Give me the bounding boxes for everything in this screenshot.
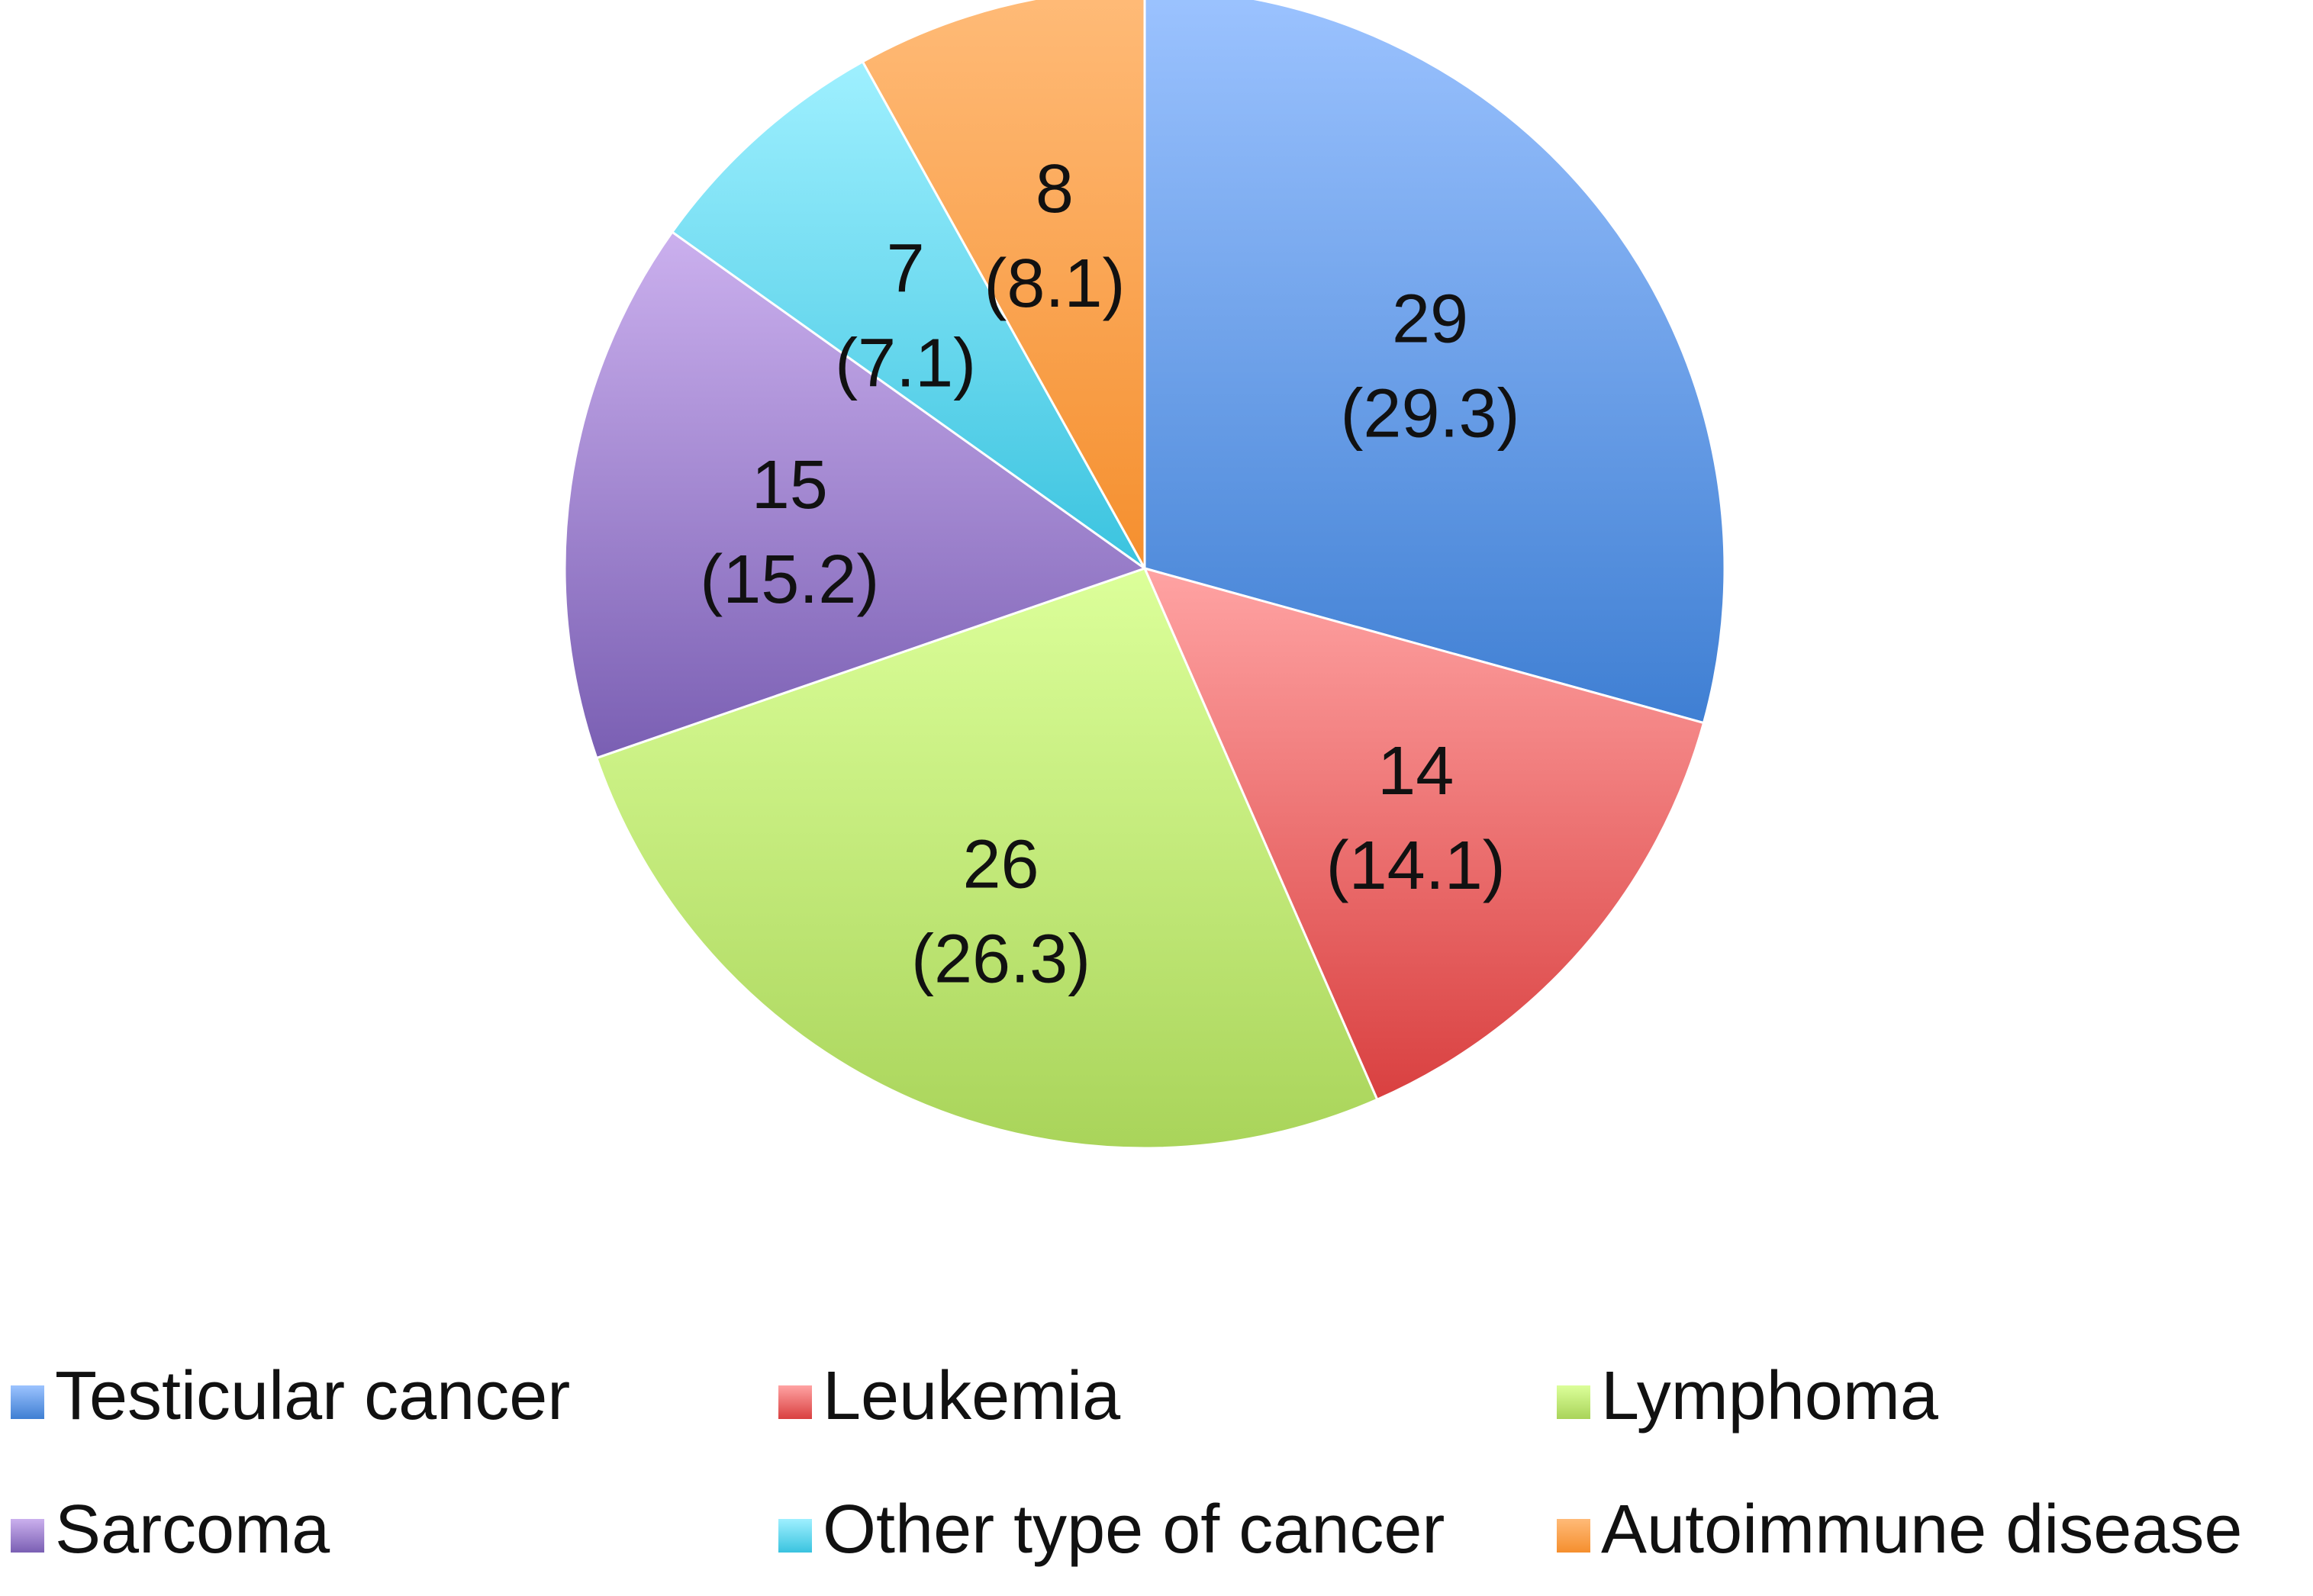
pie-slice-leukemia: [1142, 566, 1706, 1102]
legend-swatch-lymphoma: [1557, 1385, 1590, 1419]
legend-item-testicular-cancer: Testicular cancer: [11, 1358, 570, 1434]
legend-swatch-autoimmune-disease: [1557, 1519, 1590, 1553]
slice-percent-label-leukemia: (14.1): [1326, 828, 1506, 904]
legend-swatch-leukemia: [778, 1385, 812, 1419]
legend-item-other-type-of-cancer: Other type of cancer: [778, 1491, 1445, 1568]
slice-percent-label-autoimmune-disease: (8.1): [984, 246, 1125, 322]
slice-labels: 29 (29.3) 14 (14.1) 26 (26.3) 15 (15.2) 7 (7.1) 8 (…: [700, 151, 1519, 998]
legend-item-lymphoma: Lymphoma: [1557, 1358, 1939, 1434]
pie-slice-other-type-of-cancer: [670, 60, 1146, 570]
legend-label-testicular-cancer: Testicular cancer: [55, 1358, 570, 1434]
slice-percent-label-sarcoma: (15.2): [700, 542, 879, 618]
slice-value-label-autoimmune-disease: 8: [1036, 151, 1074, 227]
legend-swatch-other-type-of-cancer: [778, 1519, 812, 1553]
legend-item-autoimmune-disease: Autoimmune disease: [1557, 1491, 2242, 1568]
pie-slice-testicular-cancer: [1143, 0, 1726, 725]
slice-value-label-lymphoma: 26: [963, 827, 1039, 903]
legend-label-other-type-of-cancer: Other type of cancer: [823, 1491, 1445, 1568]
legend-item-sarcoma: Sarcoma: [11, 1491, 330, 1568]
slice-percent-label-testicular-cancer: (29.3): [1340, 375, 1519, 452]
slice-value-label-sarcoma: 15: [752, 447, 828, 523]
legend: Testicular cancer Leukemia Lymphoma Sarcoma…: [11, 1358, 2242, 1568]
legend-label-autoimmune-disease: Autoimmune disease: [1601, 1491, 2242, 1568]
legend-swatch-sarcoma: [11, 1519, 44, 1553]
legend-item-leukemia: Leukemia: [778, 1358, 1121, 1434]
slice-value-label-testicular-cancer: 29: [1392, 281, 1468, 357]
legend-label-sarcoma: Sarcoma: [55, 1491, 330, 1568]
legend-label-leukemia: Leukemia: [823, 1358, 1121, 1434]
legend-swatch-testicular-cancer: [11, 1385, 44, 1419]
legend-label-lymphoma: Lymphoma: [1601, 1358, 1939, 1434]
pie-slice-autoimmune-disease: [861, 0, 1146, 573]
slice-value-label-leukemia: 14: [1377, 733, 1454, 809]
pie-slice-sarcoma: [563, 230, 1148, 760]
slice-percent-label-lymphoma: (26.3): [911, 922, 1090, 998]
slice-value-label-other-type-of-cancer: 7: [887, 231, 925, 307]
slice-percent-label-other-type-of-cancer: (7.1): [835, 326, 976, 402]
pie-slice-lymphoma: [594, 567, 1379, 1150]
pie-slices: [563, 0, 1726, 1150]
